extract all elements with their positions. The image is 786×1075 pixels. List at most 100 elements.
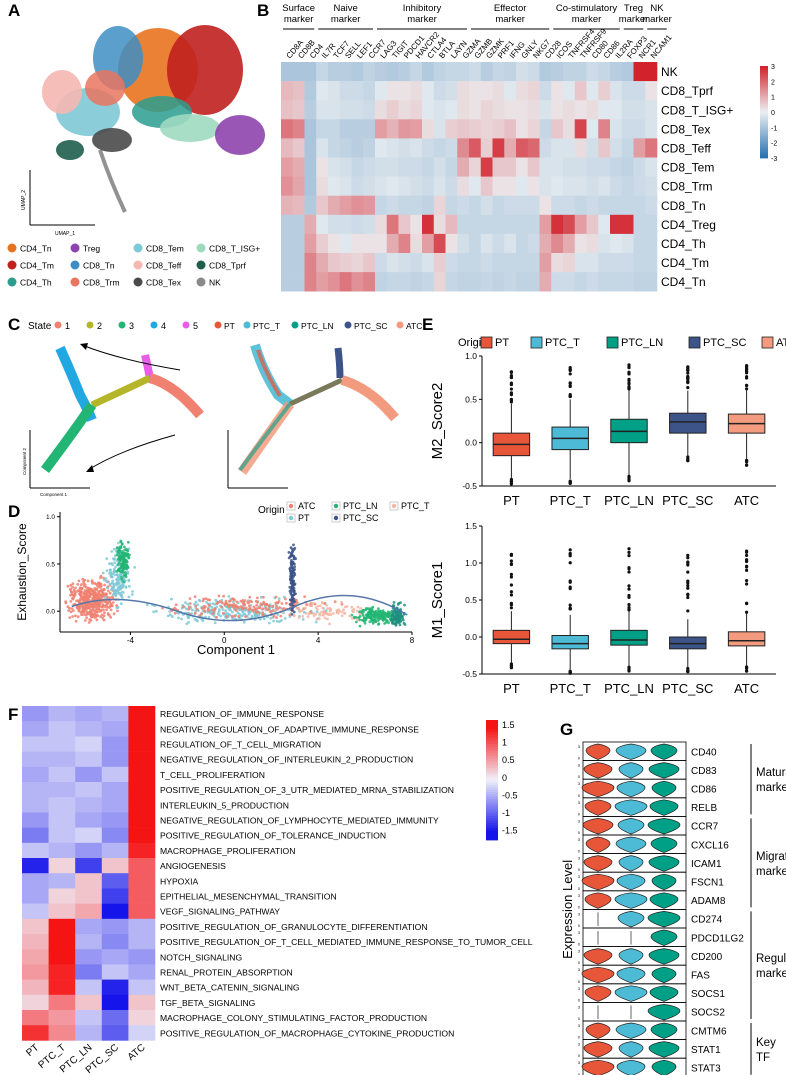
b-cell: [292, 157, 305, 177]
d-point: [394, 618, 398, 622]
b-cell: [586, 272, 599, 292]
g-row-tick: 3: [578, 911, 581, 916]
b-colorbar-segment: [760, 140, 768, 143]
d-point: [74, 586, 77, 590]
b-cell: [433, 272, 446, 292]
trajectory-by-state: Component 1 Component 2: [22, 343, 204, 497]
d-point: [110, 595, 114, 599]
g-violin-cd86-ptc: [616, 780, 646, 798]
f-colorbar-segment: [486, 818, 498, 822]
b-cell: [422, 176, 435, 196]
b-cell: [621, 62, 634, 82]
b-cell: [469, 253, 482, 273]
b-colorbar-segment: [760, 154, 768, 157]
umap-legend-label-cd8-tem: CD8_Tem: [146, 244, 184, 254]
f-cell: [22, 888, 49, 904]
g-violin-ccr7-pt: [582, 818, 614, 835]
e-y-tick-label: 1.5: [465, 521, 477, 531]
d-point: [399, 620, 402, 623]
g-violin-cd86-atc: [651, 780, 677, 798]
d-point: [231, 597, 235, 601]
b-colorbar-segment: [760, 70, 768, 73]
e-outlier: [568, 372, 572, 376]
b-cell: [445, 81, 458, 101]
d-point: [293, 556, 296, 560]
marker-heatmap: SurfacemarkerNaivemarkerInhibitorymarker…: [281, 3, 777, 292]
d-point: [70, 593, 74, 596]
d-legend-dot-ptc-ln: [333, 503, 339, 509]
f-row-label-21: POSITIVE_REGULATION_OF_MACROPHAGE_CYTOKI…: [160, 1028, 454, 1038]
d-point: [121, 571, 125, 574]
f-colorbar-tick: 0: [502, 773, 507, 783]
d-point: [77, 601, 81, 604]
d-point: [102, 600, 106, 603]
b-row-label-cd4-tm: CD4_Tm: [661, 256, 709, 270]
b-cell: [539, 62, 552, 82]
d-point: [104, 604, 108, 608]
d-point: [111, 579, 115, 583]
d-point: [211, 608, 215, 612]
b-cell: [281, 100, 294, 120]
d-point: [292, 543, 295, 547]
b-cell: [516, 62, 529, 82]
f-cell: [128, 721, 156, 737]
f-colorbar-segment: [486, 722, 498, 726]
b-colorbar-segment: [760, 86, 768, 89]
f-row-label-6: INTERLEUKIN_5_PRODUCTION: [160, 800, 289, 810]
d-point: [381, 615, 384, 619]
d-point: [324, 612, 328, 616]
b-cell: [398, 138, 411, 158]
b-cell: [363, 195, 376, 216]
f-row-label-16: NOTCH_SIGNALING: [160, 952, 242, 962]
b-cell: [410, 157, 423, 177]
d-point: [127, 595, 131, 599]
trajectory-by-origin: [227, 343, 399, 489]
d-point: [228, 603, 232, 607]
g-row-tick: 3: [578, 893, 581, 898]
d-point: [114, 565, 117, 569]
b-cell: [386, 119, 399, 139]
g-violin-fas-pt: [581, 966, 615, 984]
trajectory-arrow-up-head: [80, 343, 88, 350]
panel-c: C State 1 2 3 4 5 PT PTC_T PTC_LN PTC_SC ATC Com…: [8, 315, 422, 497]
f-cell: [101, 934, 129, 950]
b-cell: [433, 195, 446, 216]
e-outlier: [509, 665, 513, 669]
b-cell: [469, 214, 482, 235]
d-point: [64, 600, 68, 604]
d-legend-label-atc: ATC: [298, 501, 316, 511]
b-cell: [292, 195, 305, 216]
b-cell: [551, 233, 564, 254]
b-colorbar-segment: [760, 148, 768, 151]
d-point: [85, 616, 88, 620]
g-violin-cd86-pt: [581, 780, 615, 798]
d-point: [92, 589, 96, 593]
f-colorbar-segment: [486, 789, 498, 793]
f-cell: [22, 827, 49, 844]
b-cell: [304, 100, 317, 120]
d-point: [86, 579, 90, 583]
score-boxplots: -0.5 0.0 0.5 1.0 M2_Score2 PT PTC_T PTC_LN PTC_S…: [429, 351, 776, 696]
b-cell: [292, 119, 305, 139]
b-colorbar-segment: [760, 68, 768, 71]
origin-legend-label-ptc-t: PTC_T: [253, 321, 280, 331]
umap-legend-dot-cd8-tem: [133, 243, 143, 253]
d-point: [276, 607, 279, 611]
trajectory-arrow-down-head: [86, 465, 94, 472]
b-cell: [304, 138, 317, 158]
d-point: [394, 623, 398, 627]
b-cell: [281, 214, 294, 235]
d-point: [106, 586, 109, 590]
f-col-label-atc: ATC: [126, 1042, 148, 1063]
d-point: [248, 607, 252, 610]
e-outlier: [568, 669, 572, 673]
b-cell: [563, 81, 576, 101]
d-point: [282, 607, 286, 610]
b-cell: [633, 62, 646, 82]
d-point: [184, 607, 188, 611]
g-group-label-0-1: marker: [756, 782, 786, 794]
b-cell: [422, 100, 435, 120]
d-point: [67, 609, 71, 612]
b-cell: [574, 176, 587, 196]
f-cell: [128, 736, 156, 752]
